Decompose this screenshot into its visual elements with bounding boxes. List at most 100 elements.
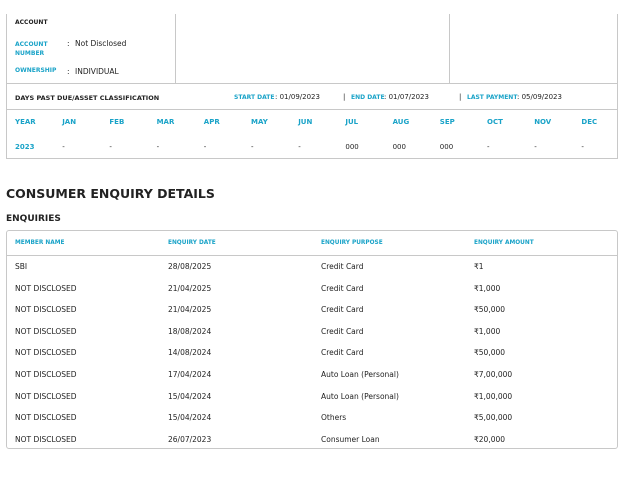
month-header: OCT [487, 118, 503, 126]
month-header: DEC [581, 118, 598, 126]
table-row: NOT DISCLOSED 18/08/2024 Credit Card ₹1,000 [7, 321, 617, 343]
dpd-cell: - [251, 143, 254, 151]
column-header: MEMBER NAME [15, 240, 65, 246]
table-cell: 21/04/2025 [168, 305, 212, 315]
enquiries-title: ENQUIRIES [6, 214, 61, 224]
ownership-label: OWNERSHIP [15, 67, 57, 74]
dpd-cell: 2023 [15, 143, 35, 151]
dpd-cell: - [581, 143, 584, 151]
column-header: ENQUIRY DATE [168, 240, 216, 246]
table-row: NOT DISCLOSED 21/04/2025 Credit Card ₹1,000 [7, 278, 617, 300]
table-row: NOT DISCLOSED 14/08/2024 Credit Card ₹50,00… [7, 342, 617, 364]
table-cell: Auto Loan (Personal) [321, 391, 399, 401]
table-cell: ₹7,00,000 [474, 370, 513, 379]
separator: | [459, 93, 462, 101]
account-number-value: Not Disclosed [75, 39, 127, 48]
table-cell: NOT DISCLOSED [15, 413, 77, 423]
dpd-cell: 000 [345, 143, 359, 151]
table-cell: 17/04/2024 [168, 370, 212, 379]
table-row: SBI 28/08/2025 Credit Card ₹1 [7, 256, 617, 278]
table-cell: ₹1,000 [474, 326, 501, 336]
account-number-label: ACCOUNT NUMBER [15, 41, 48, 57]
table-row: NOT DISCLOSED 15/04/2024 Auto Loan (Person… [7, 386, 617, 408]
month-header: JUN [298, 118, 313, 126]
table-cell: ₹1 [474, 262, 484, 271]
table-cell: 15/04/2024 [168, 413, 212, 423]
table-cell: ₹5,00,000 [474, 413, 513, 423]
table-cell: NOT DISCLOSED [15, 434, 77, 444]
enquiries-table: MEMBER NAME ENQUIRY DATE ENQUIRY PURPOSE EN… [6, 230, 618, 449]
ownership-value: INDIVIDUAL [75, 67, 119, 76]
last-payment-text: 05/09/2023 [521, 93, 562, 101]
start-date-value: : 01/09/2023 [275, 93, 320, 101]
table-cell: Credit Card [321, 283, 364, 293]
month-header: NOV [534, 118, 552, 126]
table-cell: Auto Loan (Personal) [321, 370, 399, 379]
table-row: NOT DISCLOSED 17/04/2024 Auto Loan (Person… [7, 364, 617, 386]
account-heading: ACCOUNT [15, 19, 48, 26]
table-row: NOT DISCLOSED 21/04/2025 Credit Card ₹50,00… [7, 299, 617, 321]
table-cell: Credit Card [321, 262, 364, 271]
column-header: ENQUIRY PURPOSE [321, 240, 383, 246]
month-header: AUG [392, 118, 410, 126]
section-title: CONSUMER ENQUIRY DETAILS [6, 186, 215, 201]
dpd-cell: - [487, 143, 490, 151]
colon: : [67, 67, 70, 76]
table-cell: Credit Card [321, 326, 364, 336]
account-section: ACCOUNT ACCOUNT NUMBER : Not Disclosed O… [7, 14, 617, 84]
month-header: MAY [251, 118, 268, 126]
table-cell: 21/04/2025 [168, 283, 212, 293]
month-header: APR [203, 118, 220, 126]
start-date-text: 01/09/2023 [279, 93, 320, 101]
dpd-cell: - [62, 143, 65, 151]
table-row: NOT DISCLOSED 26/07/2023 Consumer Loan ₹20,… [7, 429, 617, 451]
table-cell: Consumer Loan [321, 434, 380, 444]
table-cell: 28/08/2025 [168, 262, 212, 271]
table-cell: 26/07/2023 [168, 434, 212, 444]
month-header: JUL [345, 118, 359, 126]
month-header: YEAR [15, 118, 36, 126]
dpd-cell: - [109, 143, 112, 151]
month-header: FEB [109, 118, 125, 126]
end-date-label: END DATE [351, 94, 385, 101]
table-cell: NOT DISCLOSED [15, 391, 77, 401]
start-date-label: START DATE [234, 94, 275, 101]
dpd-title: DAYS PAST DUE/ASSET CLASSIFICATION [15, 94, 160, 102]
table-row: NOT DISCLOSED 15/04/2024 Others ₹5,00,000 [7, 407, 617, 429]
table-cell: ₹50,000 [474, 348, 506, 358]
divider [449, 14, 450, 84]
last-payment-label: LAST PAYMENT [467, 94, 518, 101]
last-payment-value: : 05/09/2023 [517, 93, 562, 101]
column-header: ENQUIRY AMOUNT [474, 240, 534, 246]
colon: : [67, 39, 70, 48]
table-cell: ₹1,000 [474, 283, 501, 293]
table-cell: ₹20,000 [474, 434, 506, 444]
table-cell: ₹1,00,000 [474, 391, 513, 401]
table-cell: 18/08/2024 [168, 326, 212, 336]
end-date-value: : 01/07/2023 [384, 93, 429, 101]
table-cell: Credit Card [321, 348, 364, 358]
table-cell: Others [321, 413, 347, 423]
dpd-cell: - [534, 143, 537, 151]
table-cell: SBI [15, 262, 28, 271]
table-cell: Credit Card [321, 305, 364, 315]
dpd-header: DAYS PAST DUE/ASSET CLASSIFICATION START… [7, 84, 617, 110]
table-cell: NOT DISCLOSED [15, 326, 77, 336]
table-header: MEMBER NAME ENQUIRY DATE ENQUIRY PURPOSE EN… [7, 231, 617, 256]
dpd-cell: - [203, 143, 207, 151]
month-header: JAN [62, 118, 77, 126]
table-cell: 15/04/2024 [168, 391, 212, 401]
divider [175, 14, 176, 84]
table-cell: 14/08/2024 [168, 348, 212, 358]
account-card: ACCOUNT ACCOUNT NUMBER : Not Disclosed O… [6, 14, 618, 159]
table-cell: ₹50,000 [474, 305, 506, 315]
month-header: SEP [439, 118, 455, 126]
table-cell: NOT DISCLOSED [15, 283, 77, 293]
table-cell: NOT DISCLOSED [15, 305, 77, 315]
month-header: MAR [156, 118, 175, 126]
dpd-cell: - [156, 143, 160, 151]
dpd-cell: 000 [439, 143, 454, 151]
dpd-cell: 000 [392, 143, 406, 151]
table-cell: NOT DISCLOSED [15, 370, 77, 379]
separator: | [343, 93, 346, 101]
